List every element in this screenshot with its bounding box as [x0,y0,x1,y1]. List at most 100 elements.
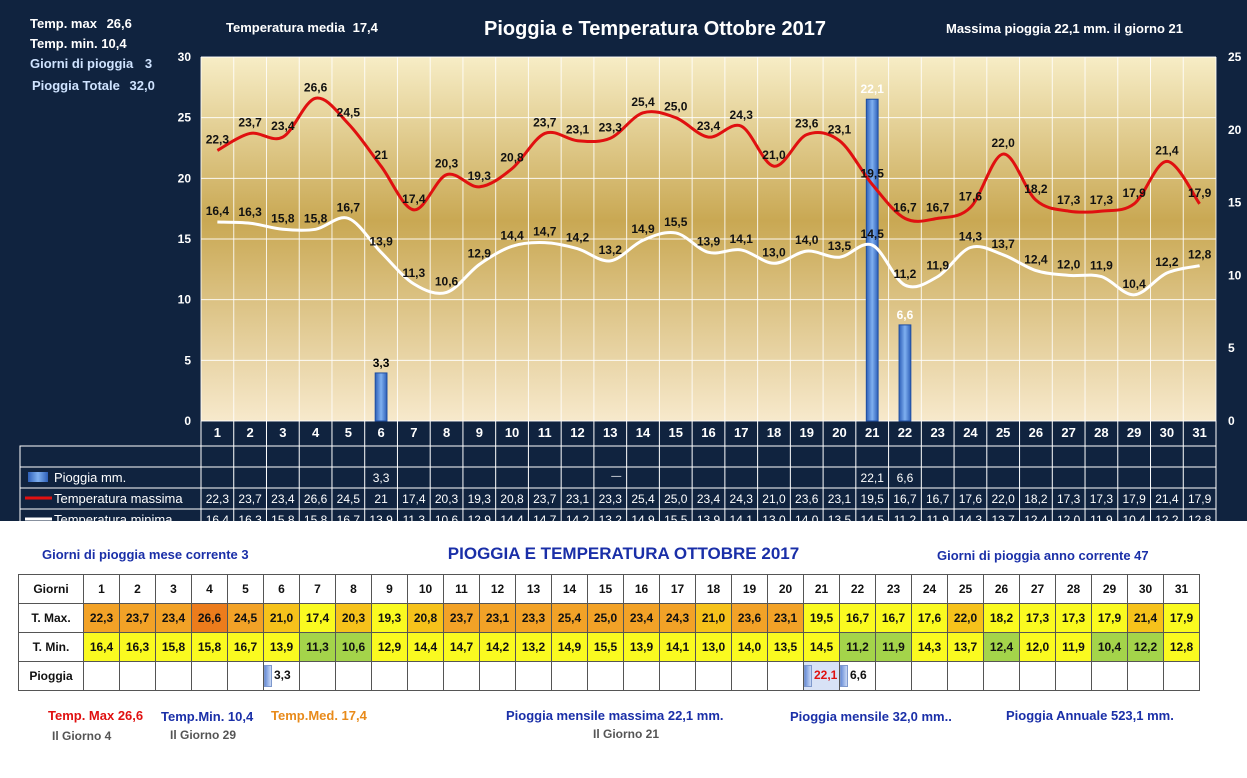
grid-layer [200,56,1217,422]
day-cell: 21 [803,574,840,604]
y-left-tick: 10 [178,293,192,307]
table-value: 25,4 [631,492,655,506]
tmin-cell: 14,7 [443,632,480,662]
table-value: 16,3 [238,513,262,521]
tmax-cell: 16,7 [875,603,912,633]
table-value: 13,2 [599,513,623,521]
header-tmin: Temp. min. 10,4 [30,36,127,51]
table-value: 14,9 [631,513,655,521]
table-value: 23,7 [533,492,557,506]
chart-table-frame [19,445,1217,521]
tmax-cell: 24,5 [227,603,264,633]
day-cell: 1 [83,574,120,604]
summary-title: PIOGGIA E TEMPERATURA OTTOBRE 2017 [447,544,800,563]
tmax-cell: 25,0 [587,603,624,633]
tmax-cell: 17,3 [1019,603,1056,633]
tmin-cell: 13,2 [515,632,552,662]
bar-layer [374,98,912,422]
footer-temp-max-day: Il Giorno 4 [52,729,112,743]
rain-cell [227,661,264,691]
tmax-cell: 23,1 [767,603,804,633]
tmin-cell: 10,6 [335,632,372,662]
tmin-cell: 14,9 [551,632,588,662]
tmin-point-label: 13,2 [599,243,623,257]
x-tick-label: 24 [963,425,978,440]
x-tick-label: 21 [865,425,879,440]
table-value: 22,3 [206,492,230,506]
tmax-cell: 23,4 [155,603,192,633]
chart-panel: Temp. max 26,6 Temp. min. 10,4 Giorni di… [0,0,1247,521]
mean-value: 17,4 [352,20,378,35]
day-cell: 2 [119,574,156,604]
tmin-cell: 14,3 [911,632,948,662]
tmax-cell: 17,6 [911,603,948,633]
tmax-point-label: 26,6 [304,80,328,94]
tmin-point-label: 14,7 [533,225,557,239]
chart-title: Pioggia e Temperatura Ottobre 2017 [484,18,826,40]
tmin-point-label: 12,0 [1057,257,1081,271]
rain-bar [374,372,388,422]
tmax-point-label: 19,3 [468,169,492,183]
x-tick-label: 1 [214,425,221,440]
x-tick-label: 11 [538,425,552,440]
rain-days-label: Giorni di pioggia [30,56,134,71]
tmin-cell: 13,0 [695,632,732,662]
rain-total-value: 32,0 [129,78,155,93]
table-value: 13,0 [762,513,786,521]
rain-cell [1127,661,1164,691]
rain-total-label: Pioggia Totale [32,78,120,93]
legend-label: Pioggia mm. [54,470,126,485]
tmin-cell: 10,4 [1091,632,1128,662]
header-rain-days: Giorni di pioggia 3 [30,56,152,71]
y-left-tick: 25 [178,111,192,125]
tmin-point-label: 14,1 [730,232,754,246]
y-left-tick: 30 [178,50,192,64]
table-value: 25,0 [664,492,688,506]
tmax-point-label: 22,3 [206,132,230,146]
day-cell: 3 [155,574,192,604]
x-tick-label: 10 [505,425,519,440]
tmin-point-label: 15,8 [271,211,295,225]
x-tick-label: 12 [570,425,584,440]
table-value: 23,4 [271,492,295,506]
tmin-point-label: 13,5 [828,239,852,253]
tmin-cell: 13,9 [623,632,660,662]
day-cell: 25 [947,574,984,604]
day-cell: 17 [659,574,696,604]
day-cell: 13 [515,574,552,604]
tmin-cell: 15,8 [191,632,228,662]
tmin-cell: 11,2 [839,632,876,662]
table-value: 23,7 [238,492,262,506]
x-tick-label: 3 [279,425,286,440]
rain-value-label: 3,3 [373,356,390,370]
table-value: 14,2 [566,513,590,521]
tmax-point-label: 18,2 [1024,182,1048,196]
footer-temp-min: Temp.Min. 10,4 [161,709,254,724]
y-right-tick: 25 [1228,50,1242,64]
table-value: 19,5 [861,492,885,506]
table-value: 17,4 [402,492,426,506]
y-right-tick: 0 [1228,414,1235,428]
tmax-point-label: 25,4 [631,95,655,109]
y-left-tick: 5 [184,353,191,367]
tmin-point-label: 12,4 [1024,253,1048,267]
table-value: 3,3 [373,471,390,485]
tmax-cell: 23,3 [515,603,552,633]
tmin-cell: 16,3 [119,632,156,662]
line-layer [216,96,1201,297]
rain-mini-bar [804,665,812,687]
day-cell: 5 [227,574,264,604]
row-header-rain: Pioggia [18,661,84,691]
tmax-point-label: 16,7 [926,200,950,214]
tmax-cell: 21,0 [695,603,732,633]
tmin-cell: 15,8 [155,632,192,662]
tmin-cell: 11,9 [1055,632,1092,662]
tmax-point-label: 23,1 [566,123,590,137]
tmin-point-label: 11,9 [1090,259,1113,273]
rain-cell [371,661,408,691]
tmin-point-label: 11,3 [402,266,425,280]
table-value: 14,0 [795,513,819,521]
rain-cell: 3,3 [263,661,300,691]
tmax-point-label: 25,0 [664,100,688,114]
tmin-point-label: 14,9 [631,222,655,236]
